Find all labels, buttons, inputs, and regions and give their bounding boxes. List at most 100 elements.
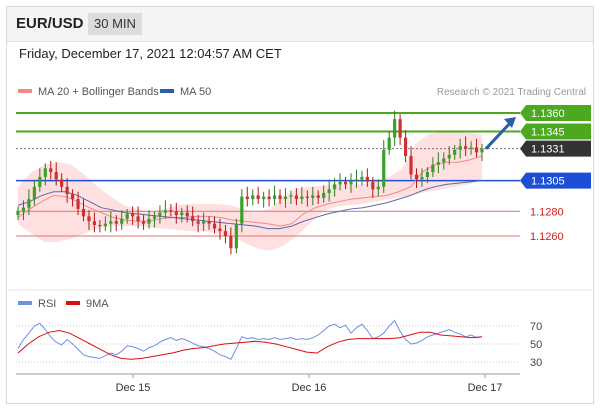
candle-body (185, 212, 189, 217)
candle-body (21, 207, 26, 212)
ma9-legend-label: 9MA (86, 298, 109, 310)
candle-body (218, 228, 222, 232)
candle-body (114, 221, 118, 224)
candle-body (223, 231, 228, 236)
candle-body (338, 181, 342, 185)
projection-arrow-shaft (484, 119, 514, 150)
level-tag-1.1305 (520, 172, 591, 189)
x-tick-label: Dec 15 (116, 382, 151, 394)
candle-body (256, 195, 260, 200)
candle-body (131, 213, 135, 217)
candle-body (147, 218, 151, 224)
candle-body (16, 211, 20, 216)
candle-body (202, 221, 206, 224)
chart-header: EUR/USD 30 MIN (7, 7, 593, 42)
candle-body (327, 189, 331, 193)
candle-body (420, 176, 424, 180)
timestamp: Friday, December 17, 2021 12:04:57 AM CE… (19, 46, 282, 61)
rsi-tick-label: 50 (530, 339, 542, 351)
level-label-1.1345: 1.1345 (531, 126, 565, 138)
level-label-1.1260: 1.1260 (530, 231, 564, 243)
candle-body (414, 174, 419, 180)
candle-body (316, 195, 320, 198)
candle-body (442, 158, 446, 163)
rsi-legend-label: RSI (38, 298, 56, 310)
candle-body (431, 164, 435, 173)
candle-body (267, 196, 271, 200)
candle-body (38, 176, 42, 187)
candle-body (354, 179, 359, 181)
candle-body (474, 147, 479, 153)
candle-body (229, 236, 233, 249)
ma50-line (17, 180, 483, 230)
candle-body (54, 172, 58, 180)
candle-body (469, 147, 473, 149)
candle-body (425, 172, 430, 177)
candle-body (311, 195, 315, 198)
candle-body (70, 194, 75, 200)
level-tag-1.1360 (520, 105, 591, 121)
rsi-tick-label: 70 (530, 321, 542, 333)
candle-body (409, 156, 413, 175)
candle-body (109, 221, 113, 224)
candle-body (278, 195, 282, 200)
candle-body (27, 199, 31, 208)
candle-body (207, 221, 211, 224)
level-tag-1.1331 (520, 140, 591, 157)
candle-body (87, 216, 91, 222)
candle-body (136, 216, 140, 222)
ma20-line (17, 155, 483, 227)
candle-body (447, 154, 451, 159)
candle-body (98, 224, 102, 227)
candle-body (300, 196, 304, 200)
candle-body (163, 210, 167, 213)
instrument-title: EUR/USD (16, 15, 84, 32)
candle-body (125, 213, 129, 219)
candle-body (349, 180, 353, 185)
ma20-legend-label: MA 20 + Bollinger Bands (38, 86, 159, 98)
candle-body (196, 221, 200, 224)
candle-body (272, 195, 277, 200)
candle-body (180, 212, 184, 216)
rsi-tick-label: 30 (530, 357, 542, 369)
candle-body (245, 196, 249, 200)
candle-body (152, 216, 157, 219)
timeframe-badge[interactable]: 30 MIN (88, 13, 142, 35)
candle-body (343, 181, 348, 185)
price-plot: 1.1360 1.1345 1.1331 1.1305 1.1280 1.1260 (16, 105, 591, 255)
ma50-legend-swatch (160, 89, 174, 93)
candle-body (403, 137, 408, 157)
x-tick-label: Dec 16 (292, 382, 327, 394)
level-label-1.1305: 1.1305 (531, 176, 565, 188)
candle-body (322, 192, 326, 198)
candle-body (191, 216, 195, 222)
candle-body (158, 212, 162, 217)
candle-body (453, 149, 457, 155)
rsi-series-9ma (17, 329, 483, 360)
candle-body (49, 168, 53, 173)
candle-body (251, 195, 255, 200)
rsi-legend-swatch (18, 301, 32, 305)
candle-body (398, 119, 402, 138)
level-label-1.1331: 1.1331 (531, 144, 565, 156)
projection-arrow-head (504, 117, 516, 128)
candle-body (141, 221, 146, 224)
rsi-series-rsi (17, 319, 483, 360)
candle-body (480, 148, 484, 153)
x-tick-label: Dec 17 (468, 382, 503, 394)
candle-body (32, 186, 36, 200)
ma50-legend-label: MA 50 (180, 86, 211, 98)
candle-body (234, 223, 238, 249)
candle-body (365, 176, 369, 182)
candle-body (120, 218, 124, 224)
candle-body (382, 149, 386, 187)
candle-body (43, 168, 47, 177)
candle-body (360, 176, 364, 180)
ma20-legend-swatch (18, 89, 32, 93)
candle-body (65, 186, 69, 195)
candle-body (458, 146, 462, 150)
candle-body (81, 208, 86, 217)
candle-body (289, 195, 293, 197)
candle-body (305, 196, 309, 198)
